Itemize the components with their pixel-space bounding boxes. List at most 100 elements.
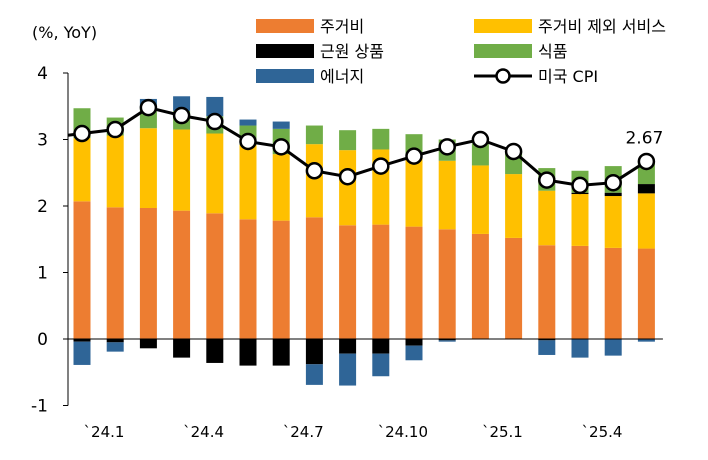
- bar-segment: [604, 196, 622, 248]
- cpi-marker: [239, 132, 257, 151]
- legend-label: 미국 CPI: [538, 67, 598, 86]
- bar-segment: [339, 150, 357, 226]
- bar-segment: [206, 96, 224, 117]
- y-tick-label: 2: [37, 197, 48, 217]
- bar-segment: [305, 364, 323, 385]
- bar-segment: [206, 339, 224, 363]
- bar-segment: [637, 184, 655, 194]
- x-tick-label: `24.7: [283, 423, 324, 441]
- bar-segment: [571, 194, 589, 246]
- bar-segment: [538, 245, 556, 339]
- bar-segment: [173, 96, 191, 111]
- cpi-marker: [372, 157, 390, 175]
- legend-label: 근원 상품: [320, 42, 384, 61]
- bar-segment: [339, 339, 357, 354]
- bar-segment: [239, 219, 257, 339]
- bar-segment: [106, 342, 124, 352]
- bar-segment: [505, 174, 523, 238]
- bar-segment: [73, 201, 91, 339]
- bar-segment: [239, 144, 257, 220]
- x-tick-label: `25.4: [582, 423, 623, 441]
- bar-segment: [106, 135, 124, 208]
- bar-segment: [305, 217, 323, 339]
- legend-label: 주거비: [320, 17, 364, 36]
- cpi-marker: [272, 138, 290, 156]
- bar-segment: [272, 339, 290, 366]
- y-tick-label: 4: [37, 64, 48, 84]
- bar-segment: [139, 339, 157, 349]
- cpi-marker: [405, 147, 423, 165]
- bar-segment: [405, 345, 423, 361]
- bar-segment: [239, 119, 257, 126]
- cpi-marker: [538, 171, 556, 189]
- x-tick-label: `24.4: [183, 423, 224, 441]
- bar-segment: [637, 193, 655, 249]
- bar-segment: [372, 224, 390, 339]
- y-tick-label: -1: [31, 397, 48, 417]
- bar-segment: [272, 121, 290, 129]
- bar-segment: [173, 129, 191, 211]
- bar-segment: [339, 353, 357, 386]
- cpi-marker: [172, 106, 191, 125]
- bar-segment: [471, 143, 489, 166]
- bar-segment: [173, 210, 191, 339]
- bar-segment: [637, 248, 655, 339]
- cpi-marker: [637, 152, 656, 171]
- bar-segment: [106, 207, 124, 339]
- cpi-marker: [305, 162, 324, 180]
- bar-segment: [438, 339, 456, 341]
- bar-segment: [305, 144, 323, 218]
- cpi-last-value-label: 2.67: [625, 128, 663, 148]
- cpi-marker: [106, 120, 124, 139]
- labels-layer: 2.67: [625, 128, 663, 148]
- bar-segment: [538, 190, 556, 246]
- bar-segment: [372, 128, 390, 150]
- legend-swatch: [256, 69, 314, 83]
- bar-segment: [239, 339, 257, 366]
- bar-segment: [405, 154, 423, 227]
- cpi-marker: [438, 138, 456, 156]
- bar-segment: [505, 237, 523, 339]
- legend-swatch: [474, 44, 532, 58]
- cpi-marker: [73, 124, 91, 143]
- bars-layer: [73, 96, 655, 386]
- bar-segment: [73, 341, 91, 365]
- y-axis-label: (%, YoY): [32, 23, 97, 42]
- bar-segment: [106, 339, 124, 343]
- bar-segment: [405, 226, 423, 339]
- y-tick-label: 1: [37, 264, 48, 284]
- bar-segment: [405, 339, 423, 346]
- bar-segment: [372, 353, 390, 377]
- bar-segment: [538, 340, 556, 355]
- cpi-marker: [504, 142, 523, 161]
- bar-segment: [438, 229, 456, 339]
- cpi-marker: [338, 167, 357, 186]
- bar-segment: [604, 339, 622, 356]
- cpi-marker: [206, 112, 224, 131]
- cpi-marker: [471, 130, 490, 149]
- legend-label: 식품: [538, 42, 567, 61]
- cpi-line-layer: [67, 98, 656, 195]
- bar-segment: [571, 339, 589, 358]
- bar-segment: [339, 225, 357, 339]
- bar-segment: [139, 128, 157, 208]
- x-tick-label: `24.1: [84, 423, 125, 441]
- bar-segment: [305, 339, 323, 365]
- bar-segment: [73, 339, 91, 342]
- cpi-marker: [571, 176, 589, 195]
- cpi-marker: [139, 98, 158, 117]
- bar-segment: [206, 133, 224, 214]
- legend-label: 에너지: [320, 67, 364, 86]
- bar-segment: [272, 220, 290, 339]
- bar-segment: [538, 339, 556, 341]
- bar-segment: [471, 233, 489, 339]
- y-tick-label: 3: [37, 131, 48, 151]
- bar-segment: [438, 340, 456, 342]
- y-tick-label: 0: [37, 330, 48, 350]
- bar-segment: [571, 245, 589, 339]
- bar-segment: [305, 125, 323, 145]
- cpi-marker: [604, 173, 622, 192]
